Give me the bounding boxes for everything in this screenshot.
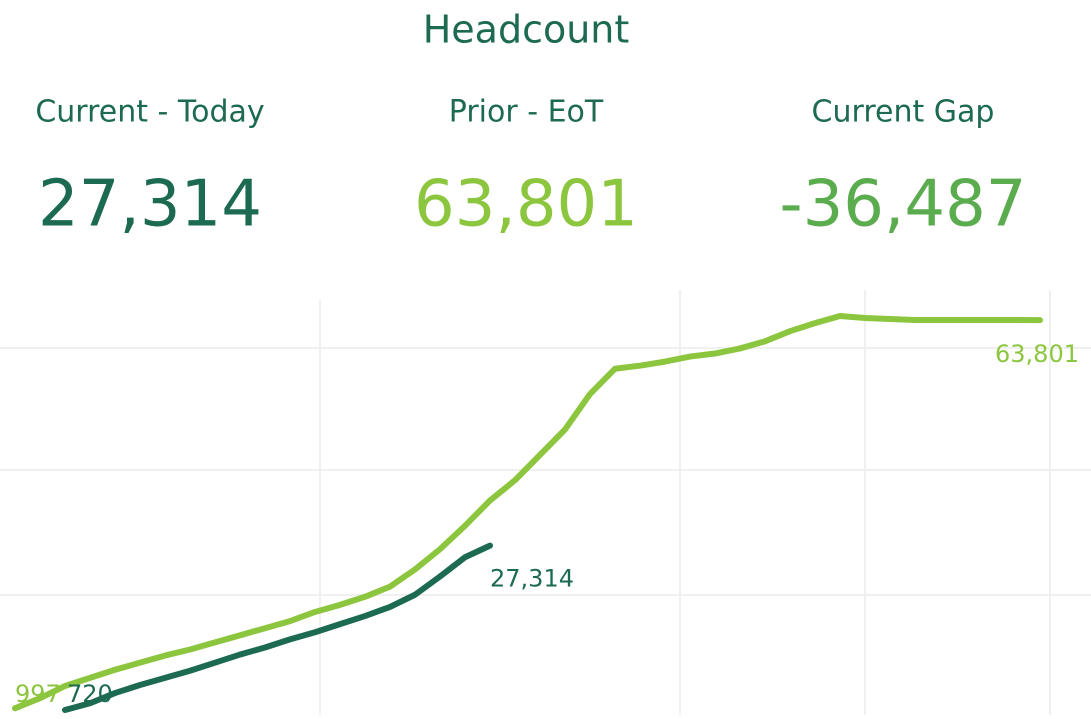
series-line [62,542,493,713]
kpi-label: Prior - EoT [449,95,604,130]
data-label: 720 [67,680,113,708]
data-label: 997 [15,680,61,708]
kpi-value: -36,487 [779,168,1026,242]
kpi-value: 27,314 [38,168,262,242]
kpi-label: Current - Today [35,95,264,130]
kpi-value: 63,801 [414,168,638,242]
dashboard-title: Headcount [423,8,630,52]
background-grid [0,290,1091,715]
data-label: 27,314 [490,565,574,593]
data-label: 63,801 [995,340,1079,368]
kpi-label: Current Gap [812,95,995,130]
series-line [12,313,1043,712]
